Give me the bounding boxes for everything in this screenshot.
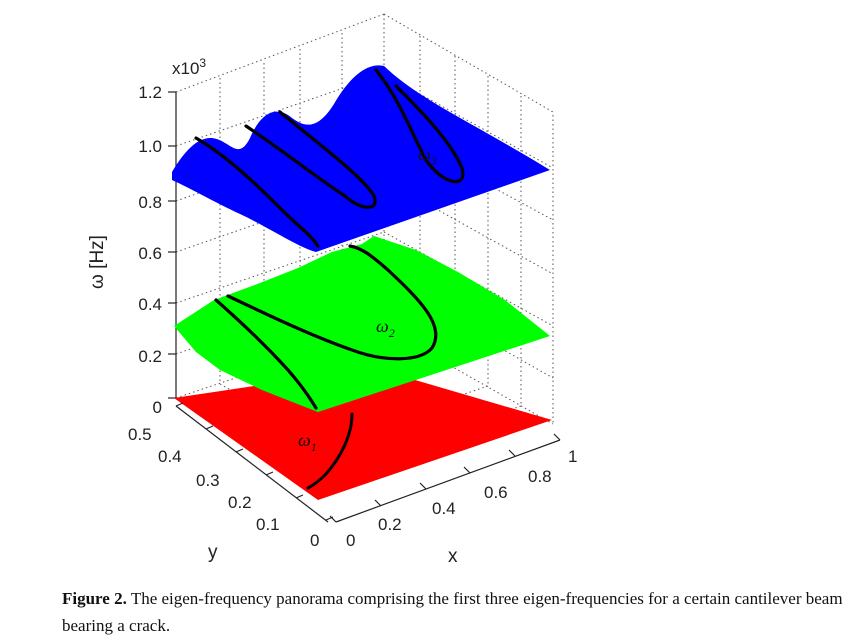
- y-tick-label: 0.1: [256, 515, 280, 534]
- curves-omega2: [214, 244, 438, 410]
- x-tick-label: 0.8: [528, 467, 552, 486]
- z-tick-label: 0.8: [138, 193, 162, 212]
- surface-omega2: [174, 236, 550, 412]
- z-axis-label: ω [Hz]: [87, 235, 108, 289]
- y-axis: [175, 405, 329, 523]
- z-tick-label: 1.0: [138, 137, 162, 156]
- surface-omega1: [174, 368, 552, 500]
- figure-caption-text: The eigen-frequency panorama comprising …: [62, 589, 843, 635]
- series-label-omega1: ω1: [298, 430, 317, 454]
- figure-label: Figure 2.: [62, 589, 127, 608]
- curves-omega3: [194, 68, 465, 248]
- z-tick-label: 0: [153, 398, 162, 417]
- surface-omega3: [172, 65, 550, 252]
- y-tick-label: 0: [310, 531, 319, 550]
- x-tick-label: 1: [568, 447, 577, 466]
- z-scale-label: x103: [172, 56, 206, 78]
- series-label-omega2: ω2: [376, 316, 395, 340]
- x-tick-label: 0.6: [484, 483, 508, 502]
- surface-plot: 0 0.2 0.4 0.6 0.8 1.0 1.2 x103 ω [Hz] ω3…: [87, 13, 577, 567]
- series-label-omega3: ω3: [418, 144, 437, 168]
- x-ticks: [329, 433, 561, 523]
- x-axis-label: x: [448, 546, 458, 567]
- z-tick-label: 0.2: [138, 347, 162, 366]
- x-axis: [335, 439, 561, 523]
- y-axis-label: y: [208, 542, 218, 563]
- y-tick-label: 0.3: [196, 471, 220, 490]
- y-tick-label: 0.5: [128, 425, 152, 444]
- z-tick-label: 1.2: [138, 83, 162, 102]
- x-tick-label: 0: [346, 531, 355, 550]
- z-tick-label: 0.4: [138, 295, 162, 314]
- x-tick-label: 0.2: [378, 515, 402, 534]
- x-tick-label: 0.4: [432, 499, 456, 518]
- y-tick-label: 0.4: [158, 447, 182, 466]
- y-tick-label: 0.2: [228, 493, 252, 512]
- figure-caption: Figure 2. The eigen-frequency panorama c…: [62, 585, 862, 639]
- z-ticks: [168, 91, 176, 399]
- z-tick-label: 0.6: [138, 244, 162, 263]
- curves-omega1: [306, 412, 354, 490]
